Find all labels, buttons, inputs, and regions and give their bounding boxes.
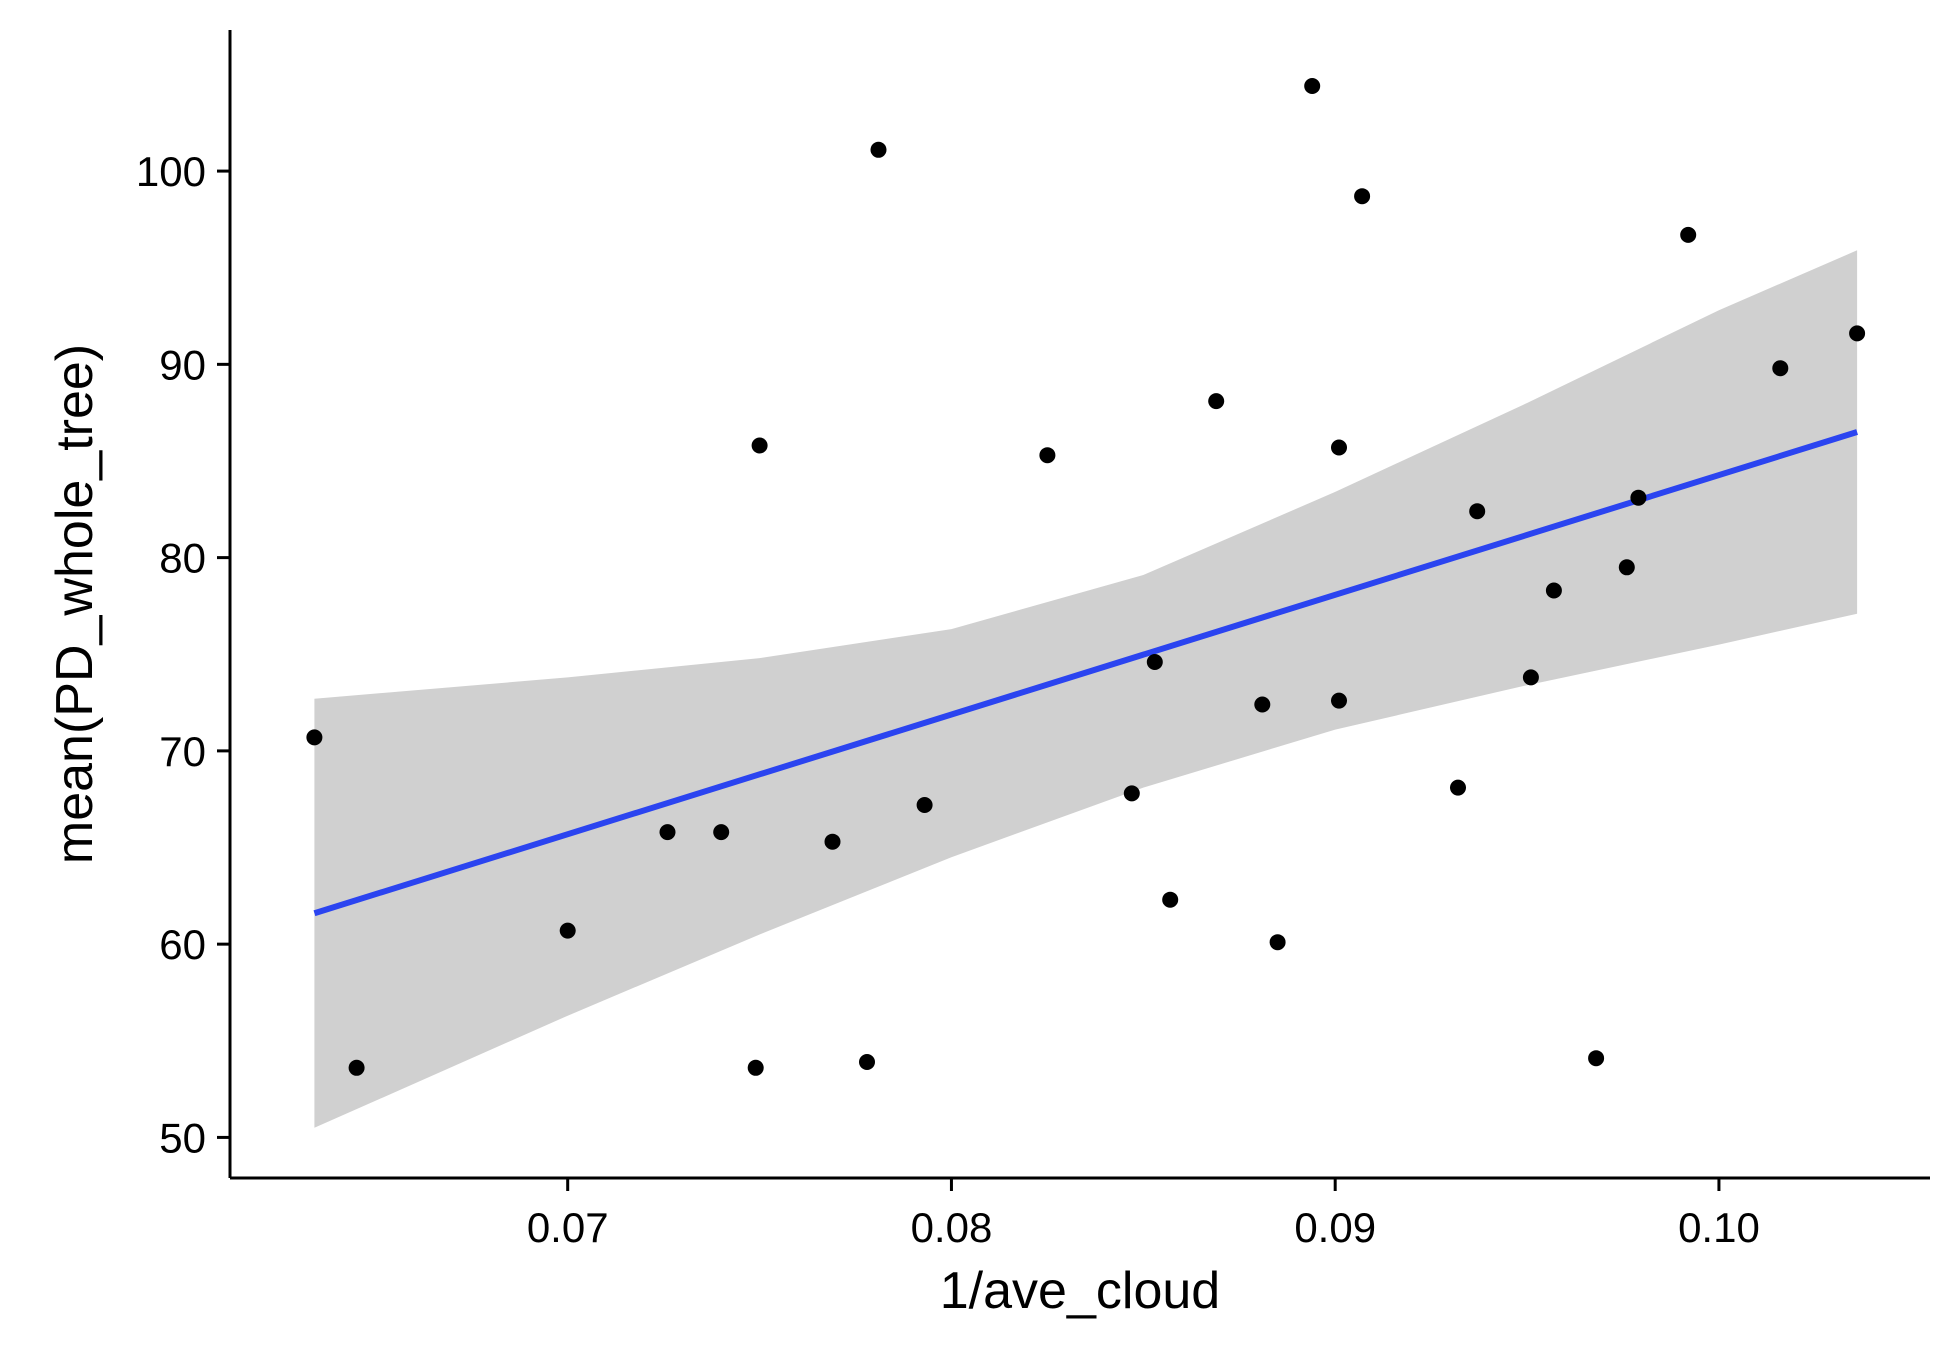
data-point (1545, 582, 1562, 599)
data-point (1588, 1050, 1605, 1067)
data-point (348, 1059, 365, 1076)
data-point (1522, 669, 1539, 686)
axes (228, 30, 1930, 1180)
data-point (1450, 779, 1466, 796)
y-tick-label: 70 (159, 728, 206, 775)
data-point (559, 922, 576, 939)
data-points-layer (306, 78, 1866, 1076)
data-point (916, 797, 933, 813)
fit-line-layer (313, 429, 1858, 917)
data-point (1269, 934, 1286, 951)
data-point (1331, 439, 1347, 456)
data-point (1146, 654, 1163, 670)
data-point (1680, 226, 1697, 243)
confidence-band (314, 250, 1858, 1128)
x-axis-title: 1/ave_cloud (940, 1262, 1220, 1320)
confidence-band-layer (314, 250, 1858, 1128)
regression-line (313, 429, 1858, 917)
x-tick-label: 0.08 (911, 1204, 993, 1251)
data-point (659, 824, 676, 841)
data-point (1772, 360, 1789, 377)
data-point (870, 141, 887, 158)
y-tick-label: 90 (159, 341, 206, 388)
data-point (1469, 503, 1486, 520)
data-point (1304, 78, 1321, 94)
data-point (1123, 785, 1140, 802)
data-point (1849, 325, 1866, 342)
y-axis-title: mean(PD_whole_tree) (46, 344, 104, 864)
data-point (751, 437, 768, 454)
data-point (747, 1059, 764, 1076)
x-tick-label: 0.09 (1294, 1204, 1376, 1251)
x-tick-label: 0.07 (527, 1204, 609, 1251)
data-point (1618, 559, 1635, 576)
data-point (1039, 447, 1056, 464)
x-tick-label: 0.10 (1678, 1204, 1760, 1251)
data-point (1162, 891, 1179, 908)
data-point (1254, 696, 1271, 713)
y-tick-label: 50 (159, 1114, 206, 1161)
data-point (1630, 489, 1647, 506)
data-point (306, 729, 323, 746)
data-point (859, 1054, 875, 1070)
y-axis-ticks: 50 60 70 80 90 100 (136, 148, 230, 1161)
data-point (824, 833, 841, 850)
data-point (713, 824, 730, 841)
data-point (1208, 393, 1225, 410)
x-axis-ticks: 0.07 0.08 0.09 0.10 (527, 1178, 1760, 1251)
y-tick-label: 80 (159, 535, 206, 582)
data-point (1331, 692, 1347, 709)
y-tick-label: 60 (159, 921, 206, 968)
data-point (1354, 188, 1371, 205)
y-tick-label: 100 (136, 148, 206, 195)
